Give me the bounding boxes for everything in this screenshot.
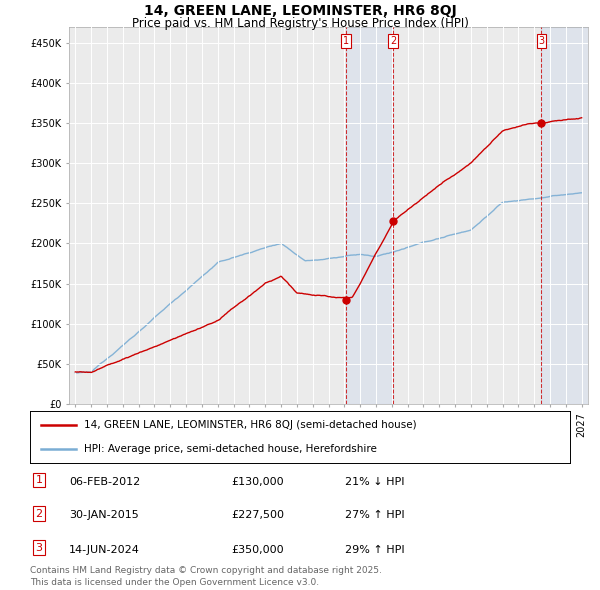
Bar [346, 27, 393, 404]
Text: 14, GREEN LANE, LEOMINSTER, HR6 8QJ (semi-detached house): 14, GREEN LANE, LEOMINSTER, HR6 8QJ (sem… [84, 420, 416, 430]
Text: £227,500: £227,500 [231, 510, 284, 520]
Text: 30-JAN-2015: 30-JAN-2015 [69, 510, 139, 520]
Text: 3: 3 [538, 36, 544, 46]
Text: 3: 3 [35, 543, 43, 553]
Text: £130,000: £130,000 [231, 477, 284, 487]
Text: £350,000: £350,000 [231, 545, 284, 555]
Text: 06-FEB-2012: 06-FEB-2012 [69, 477, 140, 487]
Text: 29% ↑ HPI: 29% ↑ HPI [345, 545, 404, 555]
Text: 2: 2 [35, 509, 43, 519]
Text: 2: 2 [390, 36, 396, 46]
Text: Price paid vs. HM Land Registry's House Price Index (HPI): Price paid vs. HM Land Registry's House … [131, 17, 469, 30]
Text: 14-JUN-2024: 14-JUN-2024 [69, 545, 140, 555]
Text: 14, GREEN LANE, LEOMINSTER, HR6 8QJ: 14, GREEN LANE, LEOMINSTER, HR6 8QJ [143, 4, 457, 18]
Text: Contains HM Land Registry data © Crown copyright and database right 2025.
This d: Contains HM Land Registry data © Crown c… [30, 566, 382, 587]
Text: 21% ↓ HPI: 21% ↓ HPI [345, 477, 404, 487]
Text: 1: 1 [343, 36, 349, 46]
Text: 1: 1 [35, 475, 43, 485]
Text: HPI: Average price, semi-detached house, Herefordshire: HPI: Average price, semi-detached house,… [84, 444, 377, 454]
Text: 27% ↑ HPI: 27% ↑ HPI [345, 510, 404, 520]
Bar [541, 27, 590, 404]
